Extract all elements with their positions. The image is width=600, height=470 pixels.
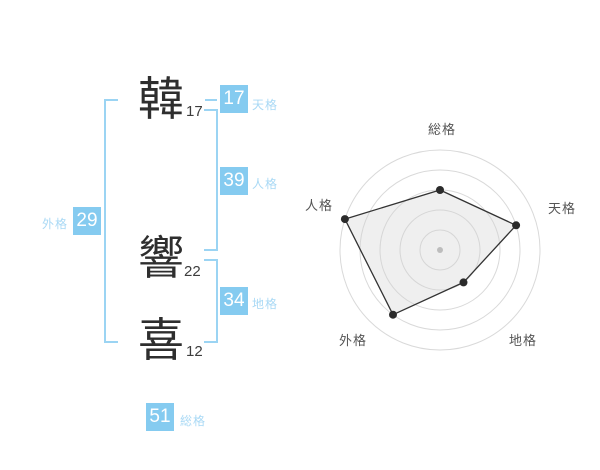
tenkaku-label: 天格	[252, 98, 279, 112]
radar-axis-label-chikaku: 地格	[509, 333, 538, 348]
radar-center-dot	[437, 247, 443, 253]
radar-data-point	[459, 278, 468, 287]
kanji-char-3: 喜	[138, 314, 184, 366]
gaikaku-label: 外格	[41, 217, 68, 231]
kanji-char-1: 韓	[138, 73, 184, 125]
radar-grid-ring	[339, 149, 541, 351]
gaikaku-bracket	[104, 99, 118, 343]
radar-grid-ring	[419, 229, 461, 271]
radar-axis-label-tenkaku: 天格	[548, 201, 577, 216]
gaikaku-value-box: 29	[73, 207, 101, 235]
radar-data-point	[436, 186, 444, 194]
stroke-count-2: 22	[184, 263, 201, 280]
radar-data-point	[512, 221, 521, 230]
chikaku-label: 地格	[252, 297, 279, 311]
stroke-count-1: 17	[186, 103, 203, 120]
radar-data-point	[389, 310, 397, 319]
jinkaku-value-box: 39	[220, 167, 248, 195]
jinkaku-label: 人格	[252, 177, 279, 191]
chikaku-value-box: 34	[220, 287, 248, 315]
radar-axis-label-soukaku: 総格	[427, 122, 456, 137]
stroke-count-3: 12	[186, 343, 203, 360]
chikaku-bracket	[204, 259, 218, 343]
jinkaku-bracket	[204, 109, 218, 251]
radar-grid-ring	[399, 209, 481, 291]
radar-polygon	[344, 189, 517, 316]
radar-axis-label-gaikaku: 外格	[339, 333, 368, 348]
kanji-char-2: 響	[138, 232, 184, 284]
radar-data-point	[340, 215, 349, 224]
soukaku-label: 総格	[180, 414, 207, 428]
tenkaku-value-box: 17	[220, 85, 248, 113]
radar-axis-label-jinkaku: 人格	[305, 198, 334, 213]
tenkaku-tick	[205, 99, 217, 101]
soukaku-value-box: 51	[146, 403, 174, 431]
radar-chart	[339, 149, 541, 351]
